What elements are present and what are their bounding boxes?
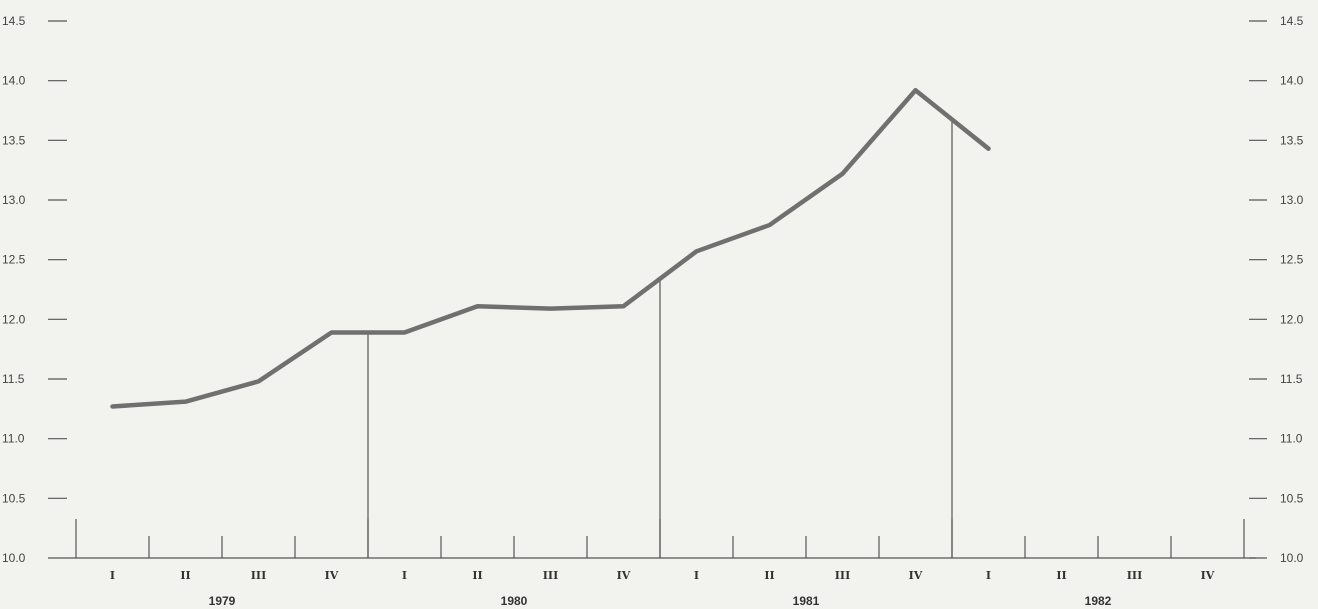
quarter-label: I (986, 569, 991, 582)
data-point (988, 148, 989, 150)
data-point (404, 331, 405, 333)
year-dividers (367, 119, 953, 558)
left-y-tick-label: 12.5 (2, 253, 26, 267)
data-point (769, 224, 770, 226)
left-y-tick-label: 10.5 (2, 491, 26, 505)
left-y-tick-label: 13.5 (2, 133, 26, 147)
left-y-tick-label: 13.0 (2, 193, 26, 207)
left-y-tick-label: 11.0 (2, 432, 25, 446)
quarter-label: III (835, 569, 850, 582)
left-y-axis: 10.0 10.5 11.0 11.5 12.0 12.5 13.0 13.5 14.0 14.5 (2, 14, 67, 565)
right-y-tick-label: 10.0 (1280, 551, 1304, 565)
right-y-tick-label: 13.0 (1280, 193, 1304, 207)
quarter-label: IV (617, 569, 631, 582)
data-point (258, 380, 259, 382)
left-y-tick-label: 11.5 (2, 372, 25, 386)
quarter-label: IV (909, 569, 923, 582)
data-point (477, 305, 478, 307)
quarter-label: II (180, 569, 190, 582)
series-line (110, 87, 991, 409)
left-y-tick-label: 14.5 (2, 14, 26, 28)
quarter-label: IV (1201, 569, 1215, 582)
year-label: 1980 (501, 594, 528, 608)
data-point (696, 250, 697, 252)
quarter-label: III (543, 569, 558, 582)
data-point (915, 89, 916, 91)
right-y-tick-label: 11.5 (1280, 372, 1303, 386)
quarter-label: I (694, 569, 699, 582)
left-y-tick-label: 10.0 (2, 551, 26, 565)
right-y-tick-label: 14.5 (1280, 14, 1304, 28)
quarter-label: III (1127, 569, 1142, 582)
data-point (185, 401, 186, 403)
quarter-label: I (110, 569, 115, 582)
quarter-label: IV (325, 569, 339, 582)
quarter-label: III (251, 569, 266, 582)
year-label: 1982 (1085, 594, 1112, 608)
data-point (112, 405, 113, 407)
right-y-tick-label: 10.5 (1280, 491, 1304, 505)
year-label: 1981 (793, 594, 820, 608)
quarter-label: I (402, 569, 407, 582)
quarter-label: II (764, 569, 774, 582)
right-y-tick-label: 12.5 (1280, 253, 1304, 267)
data-point (331, 331, 332, 333)
quarter-label: II (1056, 569, 1066, 582)
data-point (842, 173, 843, 175)
right-y-tick-label: 11.0 (1280, 432, 1303, 446)
data-point (550, 308, 551, 310)
right-y-tick-label: 12.0 (1280, 312, 1304, 326)
right-y-tick-label: 14.0 (1280, 74, 1304, 88)
quarter-label: II (472, 569, 482, 582)
data-point (623, 305, 624, 307)
left-y-tick-label: 14.0 (2, 74, 26, 88)
left-y-tick-label: 12.0 (2, 312, 26, 326)
right-y-axis: 10.0 10.5 11.0 11.5 12.0 12.5 13.0 13.5 14.0 14.5 (1249, 14, 1304, 565)
series (110, 87, 991, 409)
year-label: 1979 (209, 594, 236, 608)
right-y-tick-label: 13.5 (1280, 133, 1304, 147)
